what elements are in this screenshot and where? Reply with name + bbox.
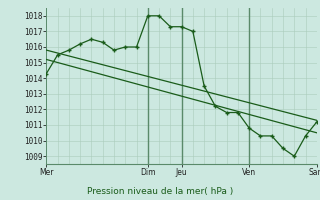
Text: Pression niveau de la mer( hPa ): Pression niveau de la mer( hPa ) xyxy=(87,187,233,196)
